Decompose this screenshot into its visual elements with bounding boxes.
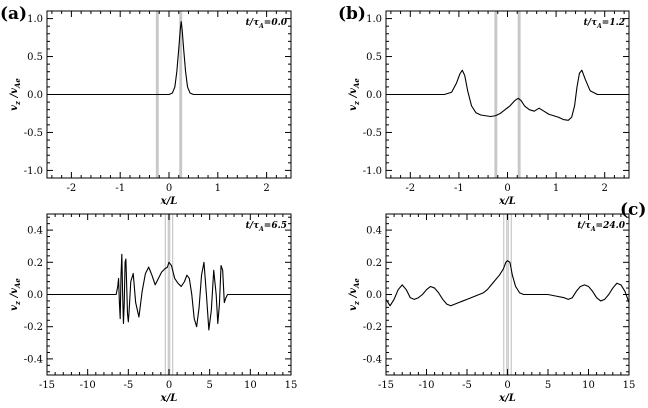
y-axis-label-v: v: [348, 305, 359, 311]
time-annotation: t/τA=1.2: [584, 18, 625, 30]
y-tick-label: -0.2: [363, 322, 382, 333]
y-axis-label-v: v: [348, 105, 359, 111]
series-line: [385, 260, 630, 307]
y-tick-label: 0.0: [366, 290, 382, 301]
y-tick-label: 0.0: [27, 90, 43, 101]
y-axis-label-sub2: Ae: [352, 278, 361, 289]
time-annotation-base: t/τ: [584, 18, 598, 28]
x-tick-label: -10: [418, 380, 434, 391]
shaded-band: [494, 11, 498, 178]
x-axis-label: x/L: [160, 196, 178, 207]
panel-label: (a): [0, 4, 27, 24]
y-axis-label: vz /vAe: [348, 278, 361, 311]
x-tick-label: 1: [215, 183, 221, 194]
x-tick-label: -5: [462, 380, 472, 391]
y-tick-label: 0.0: [366, 90, 382, 101]
time-annotation-value: =24.0: [596, 221, 626, 231]
y-tick-label: 0.5: [27, 52, 43, 63]
y-axis-label-v: v: [9, 305, 20, 311]
x-tick-label: -10: [80, 380, 96, 391]
y-tick-label: -0.4: [24, 354, 43, 365]
time-annotation: t/τA=24.0: [577, 221, 625, 233]
panel-2: -2 -1 0 1 2 -1.0 -0.5 0.0 0.5 1.0 x/L vz /vAe t/τA=1…: [338, 4, 630, 207]
shaded-band: [517, 11, 521, 178]
time-annotation-base: t/τ: [246, 18, 260, 28]
x-tick-label: -5: [123, 380, 133, 391]
x-tick-label: 0: [166, 183, 172, 194]
y-tick-label: -0.5: [363, 128, 382, 139]
x-tick-label: 10: [244, 380, 257, 391]
y-tick-label: -0.2: [24, 322, 43, 333]
y-tick-label: -0.5: [24, 128, 43, 139]
x-tick-label: -15: [39, 380, 55, 391]
x-axis-label: x/L: [498, 196, 516, 207]
x-tick-label: 2: [602, 183, 608, 194]
y-axis-label: vz /vAe: [9, 278, 22, 311]
y-axis-label-sub: z: [352, 100, 361, 106]
x-tick-label: 1: [553, 183, 559, 194]
x-tick-label: 0: [166, 380, 172, 391]
time-annotation-value: =6.5: [264, 221, 287, 231]
y-tick-label: -0.4: [363, 354, 382, 365]
time-annotation-sub: A: [258, 226, 264, 233]
y-tick-label: 0.0: [27, 290, 43, 301]
x-tick-label: 15: [623, 380, 636, 391]
series-line: [47, 253, 291, 331]
x-tick-label: -2: [67, 183, 77, 194]
x-tick-label: 0: [504, 380, 510, 391]
y-axis-label-sub: z: [352, 300, 361, 306]
x-axis-label: x/L: [160, 393, 178, 404]
panel-label: (c): [620, 200, 646, 220]
y-tick-label: -1.0: [24, 166, 43, 177]
time-annotation-sub: A: [258, 23, 264, 30]
y-axis-label-sub2: Ae: [13, 278, 22, 289]
panel-label: (b): [338, 4, 366, 24]
time-annotation: t/τA=0.0: [246, 18, 288, 30]
y-axis-label-sub: z: [13, 300, 22, 306]
shaded-band: [179, 11, 183, 178]
panel-3: -15 -10 -5 0 5 10 15-0.4-0.20.00.20.4x/Lvz /vA…: [9, 213, 298, 404]
x-tick-label: -1: [454, 183, 464, 194]
y-axis-label-sub2: Ae: [13, 78, 22, 89]
y-axis-label-slash: /v: [348, 88, 359, 101]
x-tick-label: 5: [545, 380, 551, 391]
x-tick-label: 10: [582, 380, 595, 391]
x-tick-label: 0: [504, 183, 510, 194]
panel-1: -2 -1 0 1 2 -1.0 -0.5 0.0 0.5 1.0 x/L vz /vAe t/τA=0…: [0, 4, 292, 207]
x-tick-label: -2: [405, 183, 415, 194]
x-tick-label: 15: [285, 380, 298, 391]
y-axis-label: vz /vAe: [9, 78, 22, 111]
time-annotation-sub: A: [590, 226, 596, 233]
time-annotation: t/τA=6.5: [246, 221, 287, 233]
y-tick-label: 0.2: [366, 258, 382, 269]
x-tick-label: -15: [378, 380, 394, 391]
x-axis-label: x/L: [498, 393, 516, 404]
y-axis-label-slash: /v: [9, 88, 20, 101]
x-tick-label: 5: [206, 380, 212, 391]
y-tick-label: 0.5: [366, 52, 382, 63]
y-tick-label: 0.4: [27, 226, 43, 237]
y-axis-label-slash: /v: [9, 288, 20, 301]
x-tick-label: 2: [263, 183, 269, 194]
y-tick-label: 1.0: [27, 14, 43, 25]
time-annotation-value: =0.0: [264, 18, 288, 28]
time-annotation-base: t/τ: [577, 221, 591, 231]
panel-4: -15 -10 -5 0 5 10 15-0.4-0.20.00.20.4x/Lvz /vA…: [348, 200, 646, 404]
y-axis-label-slash: /v: [348, 288, 359, 301]
time-annotation-value: =1.2: [602, 18, 625, 28]
y-tick-label: 0.4: [366, 226, 382, 237]
y-axis-label-sub2: Ae: [352, 78, 361, 89]
time-annotation-sub: A: [596, 23, 602, 30]
series-line: [386, 69, 629, 121]
y-axis-label: vz /vAe: [348, 78, 361, 111]
y-tick-label: -1.0: [363, 166, 382, 177]
series-line: [47, 21, 291, 96]
y-axis-label-sub: z: [13, 100, 22, 106]
y-tick-label: 0.2: [27, 258, 43, 269]
time-annotation-base: t/τ: [246, 221, 260, 231]
y-tick-label: 1.0: [366, 14, 382, 25]
y-axis-label-v: v: [9, 105, 20, 111]
x-tick-label: -1: [115, 183, 125, 194]
